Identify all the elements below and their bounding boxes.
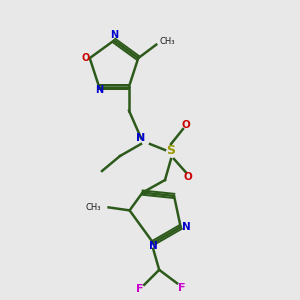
Text: O: O [183,172,192,182]
Text: F: F [178,283,185,293]
Text: S: S [167,143,176,157]
Text: N: N [182,222,191,232]
Text: CH₃: CH₃ [159,37,175,46]
Text: N: N [95,85,103,94]
Text: O: O [81,53,89,63]
Text: O: O [182,119,190,130]
Text: F: F [136,284,143,294]
Text: N: N [136,133,146,143]
Text: CH₃: CH₃ [85,203,101,212]
Text: N: N [149,241,158,251]
Text: N: N [110,29,118,40]
